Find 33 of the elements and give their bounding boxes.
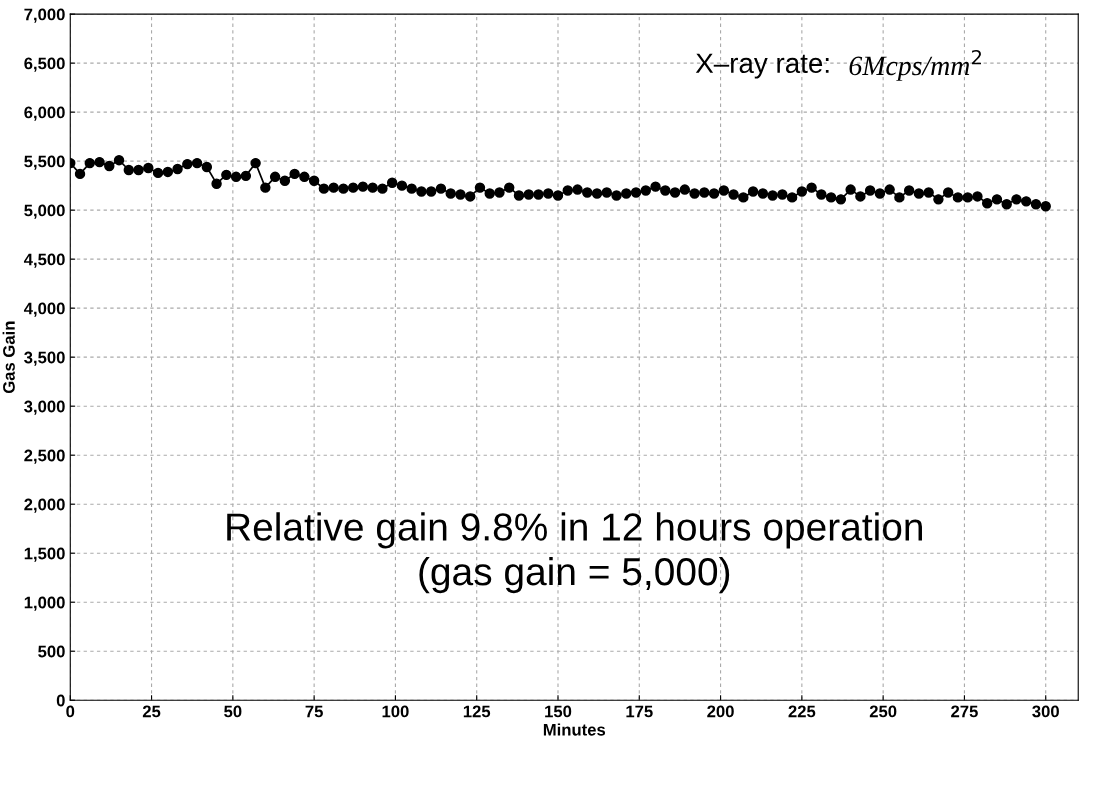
y-tick-label: 3,500 (24, 351, 65, 366)
x-tick-label: 150 (545, 705, 572, 718)
y-tick-label: 6,500 (24, 57, 65, 72)
x-tick-label: 175 (626, 705, 653, 718)
y-tick-label: 0 (56, 694, 65, 707)
y-tick-label: 4,000 (23, 302, 65, 317)
y-tick-label: 500 (38, 645, 65, 658)
y-tick-label: 5,000 (24, 204, 65, 219)
x-tick-label: 0 (66, 705, 75, 718)
y-tick-label: 1,000 (24, 596, 65, 611)
annotation: 6Mcps/mm$^{2}$ (849, 49, 981, 81)
annotation: X–ray rate: (695, 53, 829, 79)
x-tick-label: 250 (869, 705, 897, 718)
x-tick-label: 300 (1032, 705, 1059, 718)
y-tick-label: 1,500 (24, 547, 65, 562)
x-tick-label: 275 (951, 705, 978, 718)
y-tick-label: 5,500 (24, 155, 65, 170)
x-tick-label: 50 (224, 705, 242, 718)
x-axis-title: Minutes (543, 723, 606, 736)
y-tick-label: 7,000 (24, 8, 65, 23)
x-tick-label: 75 (305, 705, 323, 718)
x-tick-label: 100 (382, 705, 409, 718)
y-axis-title: Gas Gain (2, 321, 15, 394)
annotation: Relative gain 9.8% in 12 hours operation (gas gain = 5,000) (227, 512, 922, 594)
x-tick-label: 25 (142, 705, 161, 718)
x-tick-label: 225 (788, 705, 816, 718)
y-tick-label: 3,000 (24, 400, 65, 415)
y-tick-label: 2,000 (24, 498, 65, 513)
y-tick-label: 2,500 (24, 449, 65, 464)
x-tick-label: 200 (707, 705, 734, 718)
x-tick-label: 125 (463, 705, 491, 718)
y-tick-label: 4,500 (23, 253, 65, 268)
y-tick-label: 6,000 (24, 106, 65, 121)
